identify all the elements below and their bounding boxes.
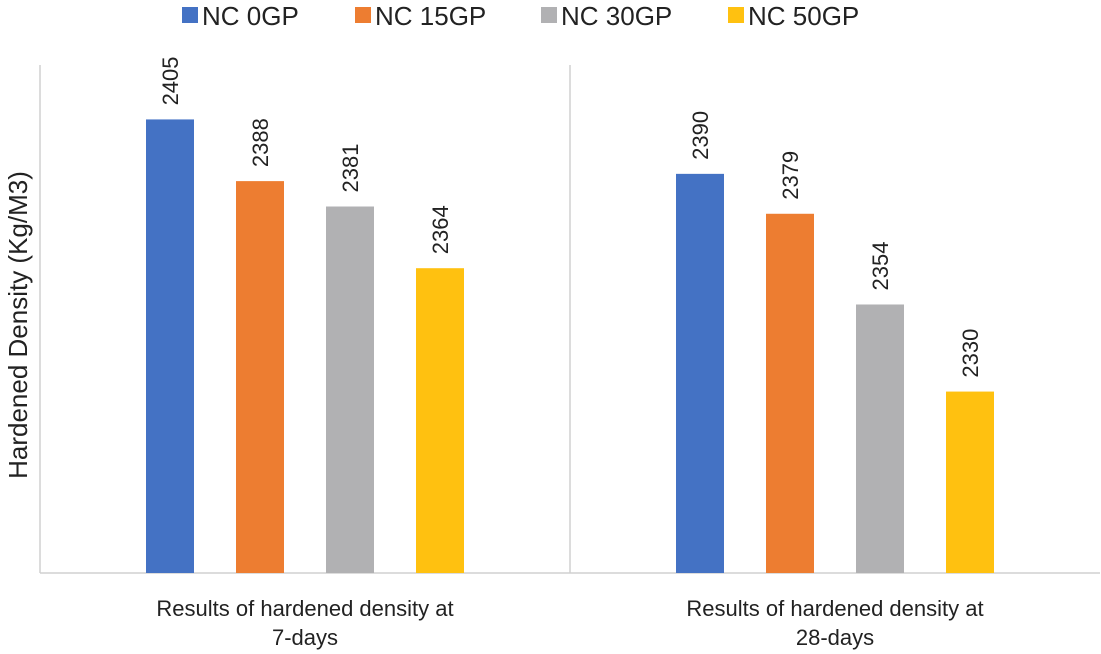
x-tick-label: Results of hardened density at 28-days <box>686 596 983 650</box>
data-label: 2388 <box>248 118 273 167</box>
bar <box>766 213 814 573</box>
legend: NC 0GP NC 15GP NC 30GP NC 50GP <box>182 1 859 31</box>
bar <box>236 181 284 573</box>
legend-label: NC 15GP <box>375 1 486 31</box>
bar <box>676 173 724 573</box>
legend-swatch <box>728 7 744 23</box>
bars <box>146 119 994 573</box>
data-labels: 2405 2388 2381 2364 2390 2379 2354 2330 <box>158 56 983 377</box>
legend-item: NC 0GP <box>182 1 299 31</box>
axes: Results of hardened density at 7-days Resu… <box>39 65 1100 650</box>
x-tick-label: Results of hardened density at 7-days <box>156 596 453 650</box>
data-label: 2405 <box>158 56 183 105</box>
data-label: 2379 <box>778 151 803 200</box>
legend-item: NC 30GP <box>541 1 672 31</box>
bar <box>146 119 194 573</box>
legend-label: NC 0GP <box>202 1 299 31</box>
data-label: 2381 <box>338 144 363 193</box>
bar <box>946 391 994 573</box>
bar <box>326 206 374 573</box>
legend-item: NC 15GP <box>355 1 486 31</box>
legend-swatch <box>355 7 371 23</box>
bar <box>416 268 464 573</box>
legend-swatch <box>541 7 557 23</box>
legend-swatch <box>182 7 198 23</box>
bar <box>856 304 904 573</box>
data-label: 2364 <box>428 205 453 254</box>
legend-label: NC 30GP <box>561 1 672 31</box>
data-label: 2330 <box>958 329 983 378</box>
y-axis-label: Hardened Density (Kg/M3) <box>3 171 33 479</box>
legend-item: NC 50GP <box>728 1 859 31</box>
legend-label: NC 50GP <box>748 1 859 31</box>
data-label: 2390 <box>688 111 713 160</box>
data-label: 2354 <box>868 242 893 291</box>
